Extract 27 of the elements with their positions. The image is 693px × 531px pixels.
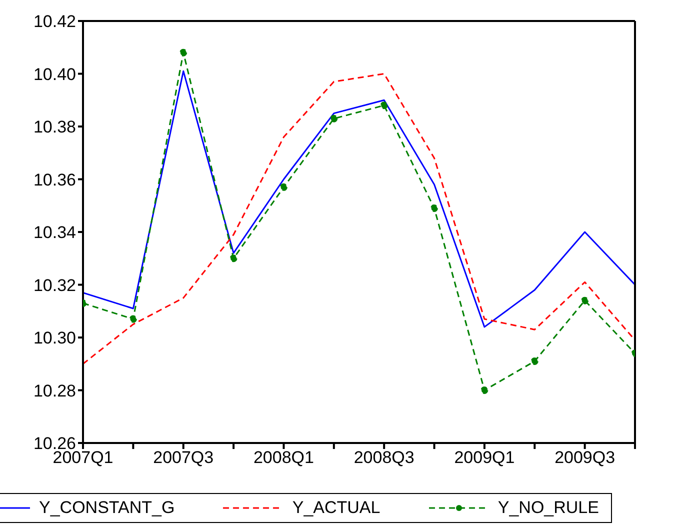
legend-label: Y_NO_RULE — [496, 498, 599, 518]
y-tick-label: 10.28 — [33, 381, 76, 400]
point — [280, 183, 288, 191]
x-tick-label: 2009Q3 — [554, 448, 616, 468]
point — [480, 386, 488, 394]
x-tick-label: 2007Q1 — [52, 448, 114, 468]
y-tick-label: 10.34 — [33, 223, 76, 242]
point — [230, 254, 238, 262]
point — [180, 48, 188, 56]
x-tick-label: 2008Q3 — [354, 448, 414, 468]
y-tick-label: 10.42 — [33, 12, 76, 32]
y-tick-label: 10.32 — [33, 276, 76, 295]
point — [581, 296, 589, 304]
x-tick-label: 2009Q1 — [454, 448, 515, 468]
point — [430, 204, 438, 212]
y-tick-label: 10.36 — [33, 170, 76, 190]
point — [129, 315, 137, 323]
point — [380, 102, 388, 110]
y-tick-label: 10.40 — [33, 64, 76, 84]
legend-label: Y_ACTUAL — [291, 498, 380, 518]
point — [530, 357, 538, 365]
y-tick-label: 10.30 — [33, 328, 76, 348]
x-tick-label: 2008Q1 — [253, 448, 314, 468]
x-tick-label: 2007Q3 — [153, 448, 214, 468]
legend-label: Y_CONSTANT_G — [38, 498, 175, 518]
point — [330, 114, 338, 122]
y-tick-label: 10.38 — [33, 118, 76, 137]
